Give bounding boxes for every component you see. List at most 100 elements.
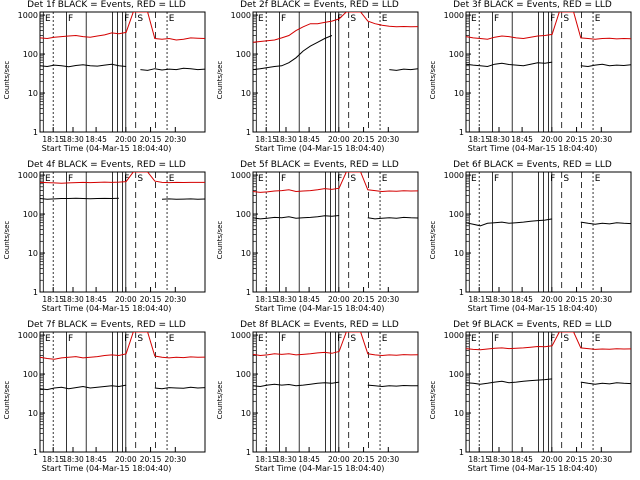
event-marker-label: F [494, 334, 499, 344]
event-marker-label: F [124, 334, 129, 344]
lld-series-line [40, 332, 205, 360]
panel-title: Det 7f BLACK = Events, RED = LLD [27, 320, 186, 330]
y-tick-label: 1 [246, 448, 251, 457]
x-tick-label: 18:30 [62, 295, 84, 304]
panel-title: Det 8f BLACK = Events, RED = LLD [240, 320, 399, 330]
x-axis-label: Start Time (04-Mar-15 18:04:40) [254, 464, 385, 473]
x-tick-label: 18:15 [468, 295, 490, 304]
x-tick-label: 18:45 [511, 135, 533, 144]
detector-panel-1: Det 1f BLACK = Events, RED = LLD 1 10 100 10… [0, 0, 213, 160]
event-marker-label: S [137, 14, 143, 24]
event-marker-label: F [550, 334, 555, 344]
events-series-line [253, 381, 418, 388]
x-tick-label: 20:30 [164, 135, 186, 144]
x-tick-label: 20:30 [590, 455, 612, 464]
detector-panel-3: Det 3f BLACK = Events, RED = LLD 1 10 100 10… [426, 0, 639, 160]
event-marker-label: F [68, 14, 73, 24]
y-axis-label: Counts/sec [429, 60, 437, 100]
x-tick-label: 18:45 [85, 455, 107, 464]
event-marker-label: E [45, 14, 51, 24]
x-tick-label: 18:30 [275, 135, 297, 144]
x-tick-label: 18:30 [62, 135, 84, 144]
y-tick-label: 1000 [231, 331, 251, 340]
event-marker-label: F [281, 174, 286, 184]
lld-series-line [40, 172, 205, 184]
y-tick-label: 1000 [18, 331, 38, 340]
y-tick-label: 100 [23, 370, 38, 379]
x-tick-label: 20:15 [353, 135, 375, 144]
event-marker-label: F [550, 14, 555, 24]
event-marker-label: S [563, 14, 569, 24]
x-tick-label: 18:45 [298, 135, 320, 144]
event-marker-label: E [382, 174, 388, 184]
event-marker-label: S [137, 334, 143, 344]
y-tick-label: 1 [33, 288, 38, 297]
lld-series-line [466, 12, 631, 40]
y-tick-label: 100 [23, 50, 38, 59]
lld-series-line [253, 172, 418, 193]
x-tick-label: 18:45 [85, 135, 107, 144]
event-marker-label: E [169, 14, 175, 24]
event-marker-label: F [494, 14, 499, 24]
event-marker-label: E [595, 334, 601, 344]
x-tick-label: 20:15 [566, 455, 588, 464]
x-tick-label: 20:00 [115, 455, 137, 464]
y-tick-label: 100 [449, 210, 464, 219]
panel-title: Det 2f BLACK = Events, RED = LLD [240, 0, 399, 10]
events-series-line [466, 218, 631, 227]
y-axis-label: Counts/sec [216, 220, 224, 260]
x-tick-label: 20:15 [353, 295, 375, 304]
event-marker-label: E [471, 174, 477, 184]
event-marker-label: F [281, 334, 286, 344]
y-tick-label: 1 [246, 128, 251, 137]
x-tick-label: 20:00 [115, 135, 137, 144]
y-tick-label: 1000 [444, 331, 464, 340]
panel-title: Det 6f BLACK = Events, RED = LLD [453, 160, 612, 170]
event-marker-label: E [595, 174, 601, 184]
events-series-line [40, 197, 205, 200]
x-tick-label: 18:15 [255, 455, 277, 464]
y-axis-label: Counts/sec [216, 380, 224, 420]
x-tick-label: 20:15 [566, 135, 588, 144]
x-tick-label: 20:00 [541, 135, 563, 144]
x-tick-label: 20:30 [590, 295, 612, 304]
x-axis-label: Start Time (04-Mar-15 18:04:40) [41, 464, 172, 473]
event-marker-label: E [45, 334, 51, 344]
y-axis-label: Counts/sec [429, 380, 437, 420]
panel-title: Det 1f BLACK = Events, RED = LLD [27, 0, 186, 10]
x-tick-label: 18:30 [62, 455, 84, 464]
y-tick-label: 10 [241, 249, 251, 258]
y-tick-label: 100 [449, 50, 464, 59]
y-tick-label: 1000 [18, 11, 38, 20]
x-axis-label: Start Time (04-Mar-15 18:04:40) [41, 304, 172, 313]
x-tick-label: 20:15 [353, 455, 375, 464]
event-marker-label: F [68, 174, 73, 184]
y-tick-label: 10 [454, 249, 464, 258]
event-marker-label: F [337, 14, 342, 24]
event-marker-label: E [258, 14, 264, 24]
y-tick-label: 10 [454, 409, 464, 418]
event-marker-label: E [595, 14, 601, 24]
y-tick-label: 1 [459, 128, 464, 137]
y-tick-label: 10 [241, 89, 251, 98]
y-tick-label: 10 [28, 409, 38, 418]
detector-panel-9: Det 9f BLACK = Events, RED = LLD 1 10 100 10… [426, 320, 639, 480]
x-tick-label: 18:30 [488, 295, 510, 304]
x-tick-label: 20:00 [328, 135, 350, 144]
event-marker-label: F [281, 14, 286, 24]
y-tick-label: 1000 [231, 11, 251, 20]
x-tick-label: 20:15 [140, 295, 162, 304]
x-tick-label: 20:00 [541, 455, 563, 464]
y-tick-label: 100 [449, 370, 464, 379]
y-axis-label: Counts/sec [216, 60, 224, 100]
event-marker-label: E [258, 174, 264, 184]
event-marker-label: S [137, 174, 143, 184]
events-series-line [40, 63, 205, 71]
x-tick-label: 18:45 [85, 295, 107, 304]
detector-panel-4: Det 4f BLACK = Events, RED = LLD 1 10 100 10… [0, 160, 213, 320]
